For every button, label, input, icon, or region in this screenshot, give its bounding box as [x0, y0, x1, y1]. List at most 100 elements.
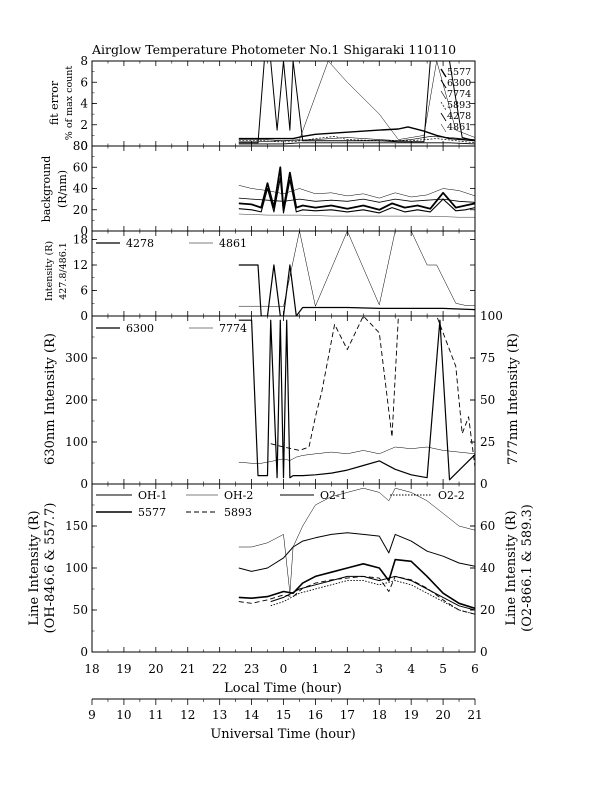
red-ylabel: 630nm Intensity (R) [43, 333, 58, 465]
y-tick-label: 150 [65, 519, 88, 533]
line-ylabel-right-2: (O2-866.1 & 589.3) [520, 504, 535, 632]
series-4861 [238, 61, 475, 141]
legend-label-O2-1: O2-1 [320, 489, 347, 502]
ut-tick-label: 14 [244, 708, 260, 722]
legend-key-4861 [440, 123, 447, 133]
blue-ylabel-1: Intensity (R) [44, 241, 55, 301]
series-5893 [238, 575, 475, 615]
ut-tick-label: 12 [180, 708, 195, 722]
red-ylabel-right: 777nm Intensity (R) [506, 333, 521, 465]
legend-key-7774 [440, 90, 447, 100]
local-tick-label: 0 [280, 662, 288, 676]
ut-tick-label: 18 [372, 708, 387, 722]
panel-blue: 0 6 12 18 [73, 230, 476, 323]
y-tick-label: 300 [65, 351, 88, 365]
local-tick-label: 1 [312, 662, 320, 676]
local-tick-label: 6 [471, 662, 479, 676]
ut-tick-label: 16 [308, 708, 323, 722]
y-tick-label: 0 [80, 477, 88, 491]
local-tick-label: 23 [244, 662, 259, 676]
legend-label-OH-1: OH-1 [138, 489, 167, 502]
local-tick-label: 18 [84, 662, 99, 676]
legend-label-5893: 5893 [447, 100, 471, 111]
legend-label-5577: 5577 [138, 506, 166, 519]
y-tick-label: 6 [80, 75, 88, 89]
ut-tick-label: 17 [340, 708, 355, 722]
series-4278 [238, 142, 475, 145]
ut-tick-label: 15 [276, 708, 291, 722]
y-tick-label: 200 [65, 393, 88, 407]
legend-label-OH-2: OH-2 [224, 489, 253, 502]
panel-bg: 0 20 40 60 80 [73, 139, 476, 238]
legend-label-4278: 4278 [447, 111, 471, 122]
series-4861 [238, 231, 475, 307]
y-right-tick-label: 50 [480, 393, 495, 407]
y-tick-label: 100 [65, 435, 88, 449]
local-tick-label: 19 [116, 662, 131, 676]
legend-label-4861: 4861 [447, 122, 471, 133]
y-tick-label: 0 [80, 645, 88, 659]
local-tick-label: 2 [344, 662, 352, 676]
legend-label-6300: 6300 [126, 322, 154, 335]
local-time-axis: 18 19 20 21 22 23 0 1 2 3 4 5 6 [84, 662, 478, 676]
panel-frame [91, 145, 476, 232]
ut-tick-label: 20 [435, 708, 450, 722]
bg-ylabel-1: background [40, 156, 53, 223]
blue-ylabel-2: 427.8/486.1 [58, 242, 69, 300]
y-tick-label: 40 [73, 182, 88, 196]
bg-ylabel-2: (R/nm) [56, 170, 69, 208]
legend-label-5577: 5577 [447, 67, 471, 78]
y-right-tick-label: 0 [480, 477, 488, 491]
universal-time-label: Universal Time (hour) [210, 727, 355, 742]
series-line-3 [238, 197, 475, 203]
y-tick-label: 4 [80, 97, 88, 111]
legend-key-4278 [440, 112, 447, 122]
local-time-label: Local Time (hour) [224, 681, 342, 696]
panel-red: 0 100 200 300 0 25 50 75 100 [65, 309, 503, 491]
local-tick-label: 3 [375, 662, 383, 676]
ut-tick-label: 13 [212, 708, 227, 722]
panel-frame [91, 60, 476, 147]
blue-legend: 4278 4861 [96, 237, 247, 250]
y-right-tick-label: 20 [480, 603, 495, 617]
y-tick-label: 0 [80, 139, 88, 153]
y-right-tick-label: 100 [480, 309, 503, 323]
y-tick-label: 60 [73, 160, 88, 174]
series-o2-2 [270, 580, 475, 615]
y-tick-label: 0 [80, 224, 88, 238]
y-right-tick-label: 40 [480, 561, 495, 575]
y-tick-label: 20 [73, 203, 88, 217]
y-tick-label: 100 [65, 561, 88, 575]
series-7774 [238, 446, 475, 465]
y-right-tick-label: 75 [480, 351, 495, 365]
legend-label-4861: 4861 [219, 237, 247, 250]
ut-tick-label: 19 [404, 708, 419, 722]
local-tick-label: 4 [407, 662, 415, 676]
legend-key-6300 [440, 79, 447, 89]
ut-tick-label: 9 [88, 708, 96, 722]
series-line-2 [238, 185, 475, 199]
series-line-1 [238, 177, 475, 214]
local-tick-label: 22 [212, 662, 227, 676]
line-ylabel-right-1: Line Intensity (R) [504, 510, 519, 625]
legend-label-4278: 4278 [126, 237, 154, 250]
series-5893 [238, 136, 475, 144]
line-ylabel-2: (OH-846.6 & 557.7) [43, 503, 58, 634]
series-line-4 [238, 213, 475, 218]
line-ylabel-1: Line Intensity (R) [27, 510, 42, 625]
y-right-tick-label: 25 [480, 435, 495, 449]
y-tick-label: 50 [73, 603, 88, 617]
figure-title: Airglow Temperature Photometer No.1 Shig… [91, 42, 456, 57]
y-tick-label: 8 [80, 54, 88, 68]
y-tick-label: 0 [80, 309, 88, 323]
series-oh-1 [238, 532, 475, 572]
series-5577 [238, 126, 475, 142]
legend-label-7774: 7774 [219, 322, 247, 335]
y-right-tick-label: 0 [480, 645, 488, 659]
panel-line: 0 50 100 150 0 20 40 60 [65, 483, 495, 659]
series-7774 [238, 136, 475, 143]
series-6300 [238, 61, 475, 144]
legend-label-7774: 7774 [447, 89, 471, 100]
series-oh-2 [238, 487, 475, 594]
